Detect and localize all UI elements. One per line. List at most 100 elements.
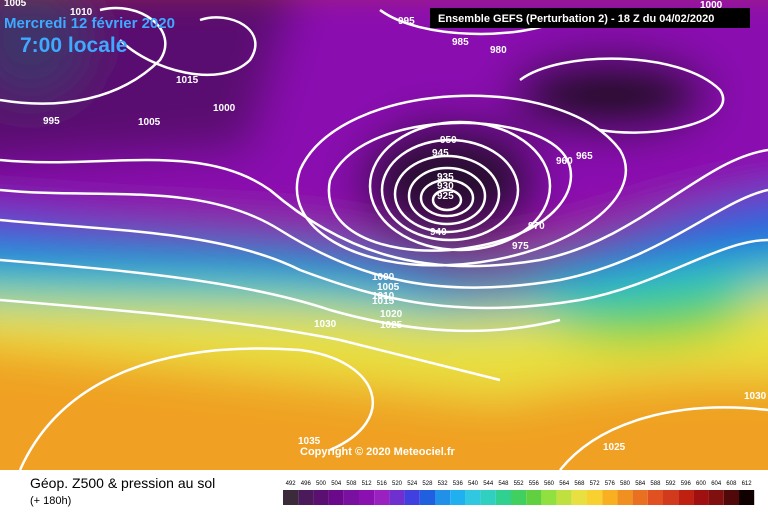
- scale-label: 604: [711, 481, 722, 487]
- scale-swatch: [663, 490, 679, 505]
- scale-swatch: [678, 490, 694, 505]
- isobar-label: 975: [512, 241, 529, 252]
- scale-swatch: [374, 490, 390, 505]
- scale-label: 508: [346, 481, 357, 487]
- isobar-label: 1000: [372, 272, 395, 283]
- scale-swatch: [435, 490, 451, 505]
- scale-swatch: [313, 490, 329, 505]
- scale-swatch: [283, 490, 299, 505]
- lead-time: (+ 180h): [30, 495, 71, 507]
- scale-swatch: [495, 490, 511, 505]
- scale-label: 528: [422, 481, 433, 487]
- isobar-label: 965: [576, 151, 593, 162]
- scale-swatch: [632, 490, 648, 505]
- scale-swatch: [404, 490, 420, 505]
- scale-swatch: [526, 490, 542, 505]
- isobar-label: 1010: [70, 7, 93, 18]
- scale-swatch: [511, 490, 527, 505]
- scale-label: 548: [498, 481, 509, 487]
- scale-swatch: [708, 490, 724, 505]
- scale-swatch: [450, 490, 466, 505]
- isobar-label: 930: [437, 181, 454, 192]
- legend-title: Géop. Z500 & pression au sol: [30, 475, 215, 491]
- isobar-label: 1015: [176, 75, 199, 86]
- scale-label: 580: [620, 481, 631, 487]
- scale-label: 536: [453, 481, 464, 487]
- scale-swatch: [541, 490, 557, 505]
- isobar-label: 940: [430, 227, 447, 238]
- scale-label: 564: [559, 481, 570, 487]
- scale-swatch: [587, 490, 603, 505]
- isobar-label: 1025: [603, 442, 626, 453]
- isobar-label: 1015: [372, 296, 395, 307]
- scale-swatch: [739, 490, 755, 505]
- scale-label: 520: [392, 481, 403, 487]
- isobar-label: 1000: [213, 103, 236, 114]
- scale-swatch: [693, 490, 709, 505]
- isobar-label: 995: [43, 116, 60, 127]
- scale-label: 572: [590, 481, 601, 487]
- scale-swatch: [723, 490, 739, 505]
- scale-label: 560: [544, 481, 555, 487]
- isobar-label: 1005: [377, 282, 400, 293]
- scale-label: 600: [696, 481, 707, 487]
- isobar-label: 925: [437, 191, 454, 202]
- scale-label: 512: [362, 481, 373, 487]
- scale-swatch: [571, 490, 587, 505]
- scale-label: 592: [666, 481, 677, 487]
- isobar-label: 950: [440, 135, 457, 146]
- isobar-label: 945: [432, 148, 449, 159]
- scale-label: 500: [316, 481, 327, 487]
- isobar-label: 1000: [700, 0, 723, 11]
- isobars: [0, 6, 768, 470]
- isobar-label: 1005: [4, 0, 27, 9]
- isobar-label: 1020: [380, 309, 403, 320]
- scale-label: 496: [301, 481, 312, 487]
- isobar-label: 970: [528, 221, 545, 232]
- scale-label: 556: [529, 481, 540, 487]
- isobar-label: 980: [490, 45, 507, 56]
- isobar-label: 1030: [744, 391, 767, 402]
- scale-label: 524: [407, 481, 418, 487]
- isobar-label: 995: [398, 16, 415, 27]
- scale-label: 608: [726, 481, 737, 487]
- scale-swatch: [465, 490, 481, 505]
- isobar-label: 1030: [314, 319, 337, 330]
- scale-label: 544: [483, 481, 494, 487]
- scale-label: 532: [438, 481, 449, 487]
- scale-swatch: [602, 490, 618, 505]
- isobar-label: 935: [437, 172, 454, 183]
- isobar-labels: 1010100599598598010001015100510009959509…: [4, 0, 767, 453]
- isobar-label: 985: [452, 37, 469, 48]
- copyright: Copyright © 2020 Meteociel.fr: [300, 446, 456, 458]
- isobar-label: 1025: [380, 320, 403, 331]
- isobar-label: 1010: [372, 291, 395, 302]
- scale-label: 568: [574, 481, 585, 487]
- scale-label: 596: [681, 481, 692, 487]
- scale-swatch: [419, 490, 435, 505]
- scale-swatch: [343, 490, 359, 505]
- scale-swatch: [647, 490, 663, 505]
- scale-label: 588: [650, 481, 661, 487]
- scale-swatch: [328, 490, 344, 505]
- scale-label: 516: [377, 481, 388, 487]
- model-run: Ensemble GEFS (Perturbation 2) - 18 Z du…: [438, 13, 714, 25]
- scale-label: 552: [514, 481, 525, 487]
- time: 7:00 locale: [20, 34, 127, 57]
- scale-swatch: [298, 490, 314, 505]
- color-scale: 492 496 500 504 508 512 516 520 524 528 532 536 540 5…: [283, 481, 755, 505]
- scale-label: 584: [635, 481, 646, 487]
- scale-swatch: [359, 490, 375, 505]
- scale-swatch: [556, 490, 572, 505]
- isobar-label: 1035: [298, 436, 321, 447]
- scale-label: 492: [286, 481, 297, 487]
- scale-swatch: [389, 490, 405, 505]
- date: Mercredi 12 février 2020: [4, 15, 175, 32]
- isobar-label: 1005: [138, 117, 161, 128]
- scale-label: 612: [742, 481, 753, 487]
- scale-label: 504: [331, 481, 342, 487]
- scale-swatch: [480, 490, 496, 505]
